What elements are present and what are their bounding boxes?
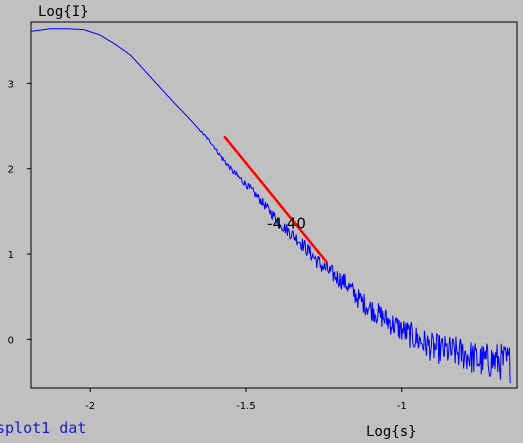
x-axis-ticks: -2 -1.5 -1 — [85, 388, 407, 412]
slope-fit-line — [223, 135, 328, 264]
series-layer — [30, 28, 512, 384]
y-tick-label: 0 — [8, 335, 14, 346]
y-tick-label: 2 — [8, 165, 14, 176]
x-tick-label: -2 — [85, 401, 95, 412]
intensity-curve — [30, 28, 512, 384]
slope-annotation: -4.40 — [267, 214, 306, 232]
y-tick-label: 1 — [8, 250, 14, 261]
x-tick-label: -1 — [397, 401, 407, 412]
y-axis-ticks: 0 1 2 3 — [8, 79, 31, 346]
x-tick-label: -1.5 — [236, 401, 256, 412]
y-axis-title: Log{I} — [38, 4, 89, 20]
x-axis-title: Log{s} — [366, 424, 417, 440]
y-tick-label: 3 — [8, 79, 14, 90]
file-name-label: splot1 dat — [0, 419, 86, 437]
plot-frame — [30, 21, 518, 389]
